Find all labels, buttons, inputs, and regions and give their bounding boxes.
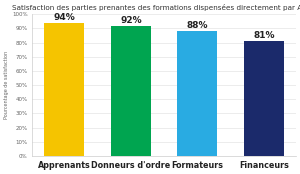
Y-axis label: Pourcentage de satisfaction: Pourcentage de satisfaction [4, 51, 9, 119]
Text: 92%: 92% [120, 15, 142, 25]
Text: 88%: 88% [187, 21, 208, 30]
Title: Satisfaction des parties prenantes des formations dispensées directement par ACA: Satisfaction des parties prenantes des f… [12, 4, 300, 11]
Bar [44, 23, 84, 156]
Bar [111, 26, 151, 156]
Bar [244, 41, 284, 156]
Text: 81%: 81% [253, 31, 275, 40]
Text: 94%: 94% [53, 13, 75, 22]
Bar [177, 31, 217, 156]
